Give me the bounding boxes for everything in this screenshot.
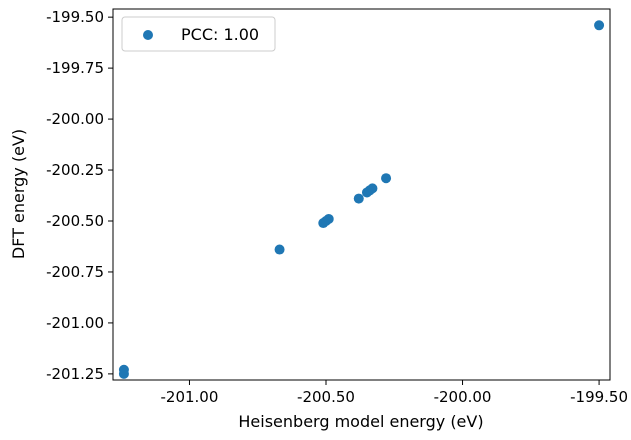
- plot-frame: [112, 8, 611, 381]
- x-tick-label: -201.00: [161, 388, 219, 406]
- y-tick-label: -200.25: [46, 161, 104, 179]
- data-point: [367, 183, 378, 194]
- y-tick-label: -200.75: [46, 263, 104, 281]
- data-point: [323, 213, 334, 224]
- data-points: [118, 20, 605, 379]
- y-tick-label: -199.50: [46, 8, 104, 26]
- legend: PCC: 1.00: [121, 16, 276, 52]
- data-point: [274, 244, 285, 255]
- y-tick-label: -201.25: [46, 365, 104, 383]
- data-point: [381, 173, 392, 184]
- x-tick-label: -200.50: [297, 388, 355, 406]
- data-point: [353, 193, 364, 204]
- data-point: [594, 20, 605, 31]
- y-tick-label: -200.50: [46, 212, 104, 230]
- y-tick-label: -201.00: [46, 314, 104, 332]
- data-point: [118, 368, 129, 379]
- legend-box: [121, 16, 276, 52]
- x-axis-label: Heisenberg model energy (eV): [238, 412, 483, 431]
- legend-marker: [143, 30, 153, 40]
- x-tick-label: -200.00: [434, 388, 492, 406]
- x-axis-ticks: -201.00 -200.50 -200.00 -199.50: [161, 380, 628, 406]
- y-tick-label: -199.75: [46, 59, 104, 77]
- y-tick-label: -200.00: [46, 110, 104, 128]
- legend-label: PCC: 1.00: [181, 25, 259, 44]
- y-axis-label: DFT energy (eV): [9, 129, 28, 259]
- x-tick-label: -199.50: [570, 388, 628, 406]
- y-axis-ticks: -201.25 -201.00 -200.75 -200.50 -200.25 -200.…: [46, 8, 113, 383]
